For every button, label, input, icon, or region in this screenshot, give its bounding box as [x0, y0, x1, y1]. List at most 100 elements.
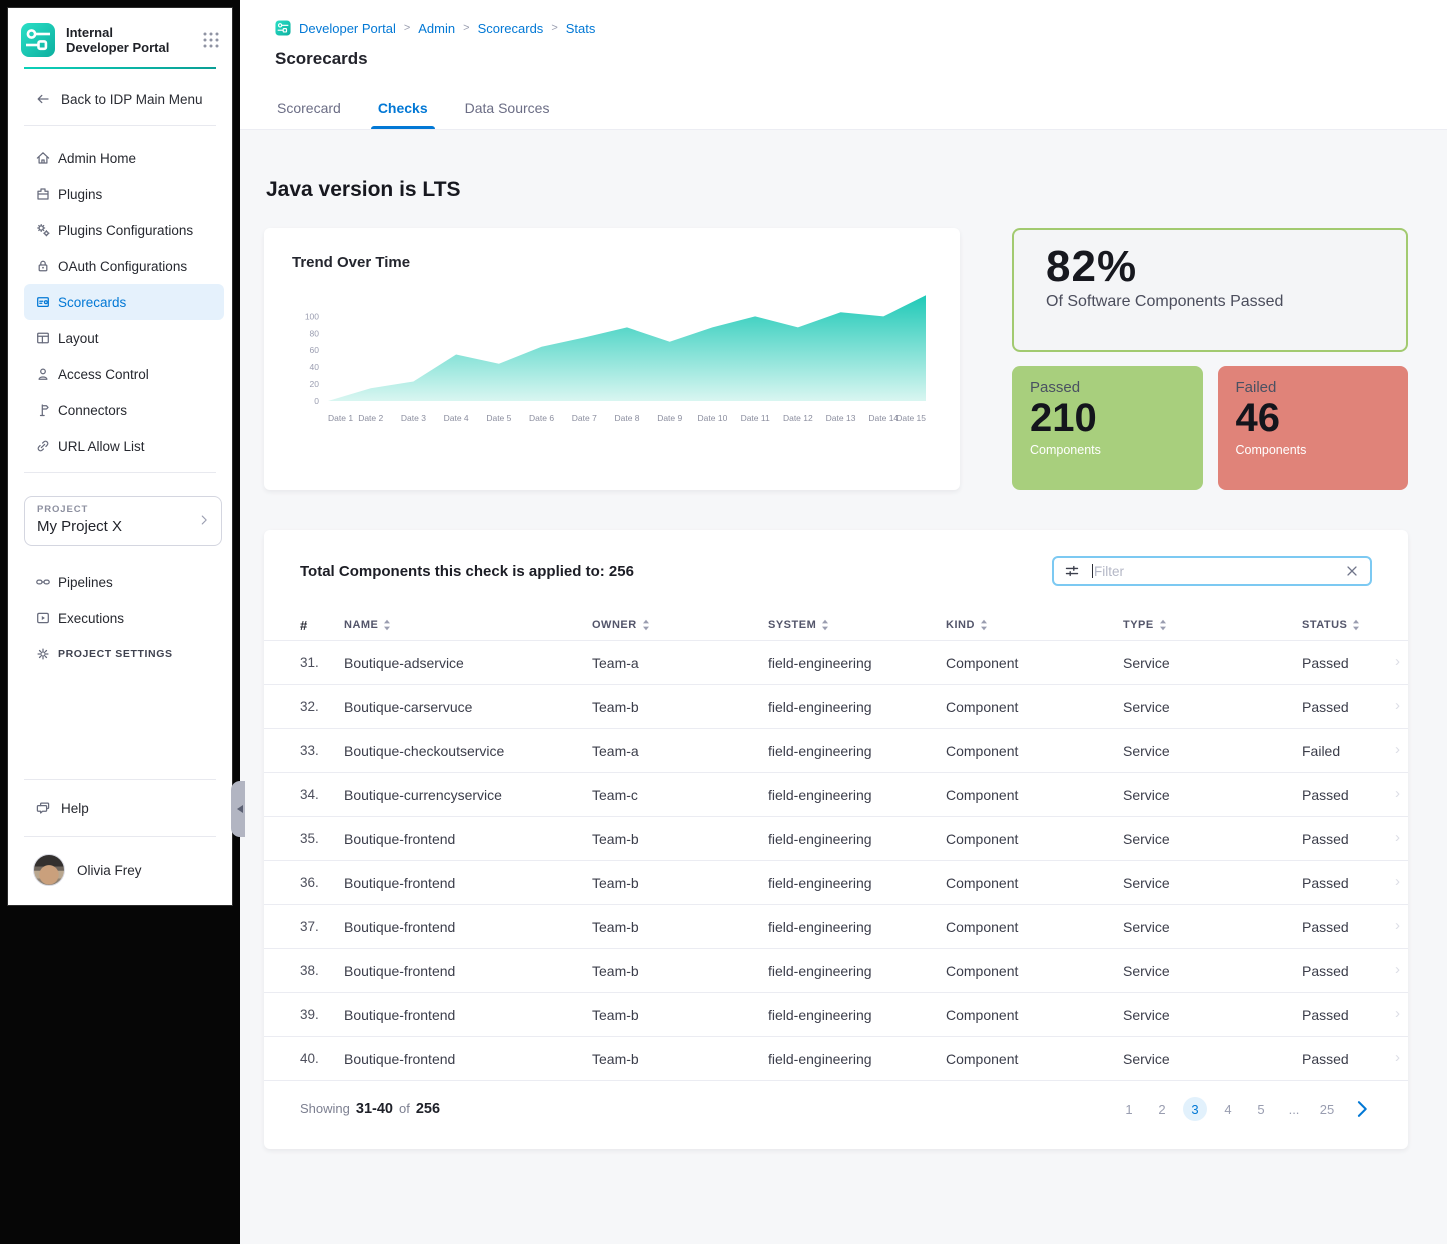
pagination-pages: 1 2 3 4 5 ... 25 — [1117, 1097, 1372, 1121]
column-header-index[interactable]: # — [300, 617, 308, 633]
idp-logo-small-icon — [275, 20, 291, 36]
x-axis-label: Date 8 — [614, 413, 639, 423]
table-row[interactable]: 32. Boutique-carservuce Team-b field-engine… — [264, 684, 1408, 728]
passed-label: Passed — [1030, 379, 1081, 396]
page-button[interactable]: 25 — [1319, 1101, 1335, 1117]
column-header-type[interactable]: TYPE — [1123, 619, 1302, 631]
x-axis-label: Date 7 — [572, 413, 597, 423]
sidebar-item-plugins[interactable]: Plugins — [24, 176, 224, 212]
sidebar-item-project-settings[interactable]: PROJECT SETTINGS — [24, 636, 224, 672]
help-button[interactable]: Help — [24, 788, 224, 828]
table-row[interactable]: 39. Boutique-frontend Team-b field-engineer… — [264, 992, 1408, 1036]
filter-input[interactable] — [1093, 563, 1344, 579]
breadcrumb-stats[interactable]: Stats — [565, 20, 596, 36]
table-row[interactable]: 35. Boutique-frontend Team-b field-engineer… — [264, 816, 1408, 860]
tab-data-sources[interactable]: Data Sources — [464, 100, 550, 116]
chevron-right-icon: › — [1395, 873, 1400, 890]
y-axis-tick: 60 — [310, 345, 320, 355]
status-value: Passed — [1302, 786, 1349, 803]
sidebar-item-admin-home[interactable]: Admin Home — [24, 140, 224, 176]
column-header-name[interactable]: NAME — [344, 619, 592, 631]
tab-scorecard[interactable]: Scorecard — [277, 100, 341, 116]
y-axis-tick: 20 — [310, 379, 320, 389]
back-to-idp-main-menu[interactable]: Back to IDP Main Menu — [24, 81, 224, 117]
breadcrumb-admin[interactable]: Admin — [418, 20, 456, 36]
row-name: Boutique-frontend — [344, 1006, 456, 1023]
x-axis-label: Date 13 — [826, 413, 856, 423]
sidebar-item-url-allow-list[interactable]: URL Allow List — [24, 428, 224, 464]
sidebar-item-layout[interactable]: Layout — [24, 320, 224, 356]
chevron-right-icon: › — [1395, 741, 1400, 758]
status-value: Passed — [1302, 698, 1349, 715]
table-row[interactable]: 38. Boutique-frontend Team-b field-engineer… — [264, 948, 1408, 992]
sort-icon — [980, 619, 988, 631]
chevron-right-icon[interactable] — [1352, 1099, 1372, 1119]
column-header-owner[interactable]: OWNER — [592, 619, 768, 631]
app-grid-icon[interactable] — [202, 31, 220, 49]
sidebar-collapse-handle[interactable] — [231, 781, 245, 837]
failed-caption: Components — [1235, 443, 1307, 458]
layout-icon — [35, 330, 51, 346]
page-button[interactable]: 2 — [1158, 1101, 1166, 1117]
filter-input-box[interactable] — [1052, 556, 1372, 586]
row-name: Boutique-frontend — [344, 830, 456, 847]
arrow-left-icon — [35, 91, 51, 107]
sidebar-item-executions[interactable]: Executions — [24, 600, 224, 636]
user-profile[interactable]: Olivia Frey — [8, 841, 232, 905]
y-axis-tick: 40 — [310, 362, 320, 372]
divider — [24, 836, 216, 837]
chevron-right-icon: › — [1395, 653, 1400, 670]
status-value: Failed — [1302, 742, 1341, 759]
tab-checks[interactable]: Checks — [370, 100, 435, 129]
table-row[interactable]: 36. Boutique-frontend Team-b field-engineer… — [264, 860, 1408, 904]
sidebar-item-oauth-configurations[interactable]: OAuth Configurations — [24, 248, 224, 284]
table-row[interactable]: 37. Boutique-frontend Team-b field-engineer… — [264, 904, 1408, 948]
close-icon[interactable] — [1344, 563, 1360, 579]
page-button[interactable]: 4 — [1224, 1101, 1232, 1117]
sidebar-item-access-control[interactable]: Access Control — [24, 356, 224, 392]
chat-bubbles-icon — [35, 800, 51, 816]
sidebar-item-scorecards[interactable]: Scorecards — [24, 284, 224, 320]
failed-label: Failed — [1235, 379, 1277, 396]
sidebar-app-title: Internal Developer Portal — [66, 25, 170, 55]
page-button[interactable]: 1 — [1125, 1101, 1133, 1117]
connector-icon — [35, 402, 51, 418]
row-name: Boutique-frontend — [344, 962, 456, 979]
sidebar-item-plugins-configurations[interactable]: Plugins Configurations — [24, 212, 224, 248]
row-name: Boutique-frontend — [344, 1050, 456, 1067]
status-value: Passed — [1302, 654, 1349, 671]
column-header-kind[interactable]: KIND — [946, 619, 1123, 631]
breadcrumb-developer-portal[interactable]: Developer Portal — [299, 20, 396, 36]
status-value: Passed — [1302, 918, 1349, 935]
page-ellipsis: ... — [1288, 1101, 1300, 1117]
table-row[interactable]: 34. Boutique-currencyservice Team-c field-e… — [264, 772, 1408, 816]
chevron-right-icon — [197, 513, 211, 527]
x-axis-label: Date 12 — [783, 413, 813, 423]
breadcrumb: Developer Portal > Admin > Scorecards > … — [275, 20, 595, 36]
sidebar-item-connectors[interactable]: Connectors — [24, 392, 224, 428]
lock-icon — [35, 258, 51, 274]
table-row[interactable]: 31. Boutique-adservice Team-a field-enginee… — [264, 640, 1408, 684]
page-button-active[interactable]: 3 — [1183, 1097, 1207, 1121]
breadcrumb-scorecards[interactable]: Scorecards — [477, 20, 544, 36]
table-row[interactable]: 33. Boutique-checkoutservice Team-a field-e… — [264, 728, 1408, 772]
main-area: Developer Portal > Admin > Scorecards > … — [240, 0, 1447, 1244]
divider — [24, 125, 216, 126]
divider — [24, 779, 216, 780]
sidebar-item-pipelines[interactable]: Pipelines — [24, 564, 224, 600]
row-name: Boutique-currencyservice — [344, 786, 502, 803]
breadcrumb-separator: > — [403, 22, 411, 34]
sort-icon — [1352, 619, 1360, 631]
sort-icon — [642, 619, 650, 631]
idp-logo-icon — [20, 22, 56, 58]
table-row[interactable]: 40. Boutique-frontend Team-b field-engineer… — [264, 1036, 1408, 1080]
column-header-status[interactable]: STATUS — [1302, 619, 1372, 631]
page-button[interactable]: 5 — [1257, 1101, 1265, 1117]
column-header-system[interactable]: SYSTEM — [768, 619, 946, 631]
status-value: Passed — [1302, 830, 1349, 847]
stats-column: 82% Of Software Components Passed Passed… — [1012, 228, 1408, 490]
filter-sliders-icon — [1064, 563, 1080, 579]
project-selector[interactable]: PROJECT My Project X — [24, 496, 222, 546]
sort-icon — [383, 619, 391, 631]
x-axis-label: Date 15 — [896, 413, 926, 423]
